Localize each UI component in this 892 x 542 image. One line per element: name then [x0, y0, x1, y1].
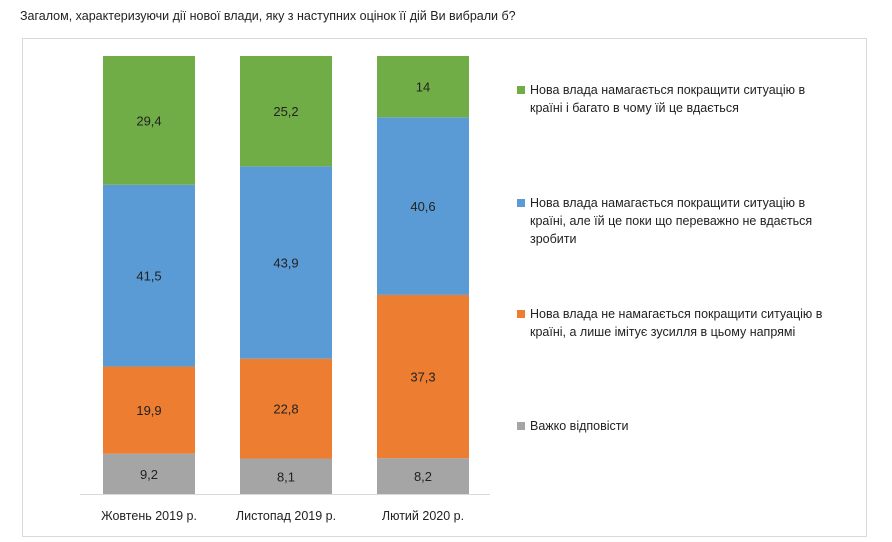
data-label: 14 [416, 80, 430, 95]
bar-segment [103, 366, 195, 454]
data-label: 8,1 [277, 469, 295, 484]
bar-segment [240, 166, 332, 359]
bar-segment [103, 453, 195, 494]
data-label: 9,2 [140, 467, 158, 482]
data-label: 37,3 [410, 370, 435, 385]
legend-swatch [517, 310, 525, 318]
data-label: 29,4 [136, 113, 161, 128]
legend-label: Нова влада намагається покращити ситуаці… [530, 83, 805, 97]
legend-swatch [517, 86, 525, 94]
data-label: 25,2 [273, 104, 298, 119]
legend-item: Важко відповісти [517, 419, 629, 433]
legend-label: Нова влада не намагається покращити ситу… [530, 307, 823, 321]
legend-swatch [517, 422, 525, 430]
bar-segment [240, 458, 332, 494]
legend-label: країні, а лише імітує зусилля в цьому на… [530, 325, 795, 339]
bar-segment [377, 56, 469, 118]
category-label: Лютий 2020 р. [382, 509, 464, 523]
chart-title: Загалом, характеризуючи дії нової влади,… [20, 9, 516, 23]
chart-frame [22, 38, 867, 537]
bar-segment [240, 56, 332, 167]
category-label: Жовтень 2019 р. [101, 509, 197, 523]
legend-label: Важко відповісти [530, 419, 629, 433]
bar-segment [377, 294, 469, 459]
legend-swatch [517, 199, 525, 207]
data-label: 8,2 [414, 469, 432, 484]
data-label: 22,8 [273, 402, 298, 417]
data-label: 19,9 [136, 403, 161, 418]
bar-segment [103, 56, 195, 185]
legend-item: Нова влада намагається покращити ситуаці… [517, 83, 805, 115]
bar-segment [377, 117, 469, 295]
bar-segment [240, 358, 332, 459]
data-label: 41,5 [136, 269, 161, 284]
bar-segment [103, 184, 195, 367]
legend-label: країні, але їй це поки що переважно не в… [530, 214, 812, 228]
data-label: 40,6 [410, 199, 435, 214]
data-label: 43,9 [273, 256, 298, 271]
legend-label: Нова влада намагається покращити ситуаці… [530, 196, 805, 210]
legend-item: Нова влада намагається покращити ситуаці… [517, 196, 812, 246]
legend-label: країні і багато в чому їй це вдається [530, 101, 739, 115]
category-label: Листопад 2019 р. [236, 509, 336, 523]
legend-item: Нова влада не намагається покращити ситу… [517, 307, 823, 339]
bar-segment [377, 458, 469, 494]
legend-label: зробити [530, 232, 577, 246]
